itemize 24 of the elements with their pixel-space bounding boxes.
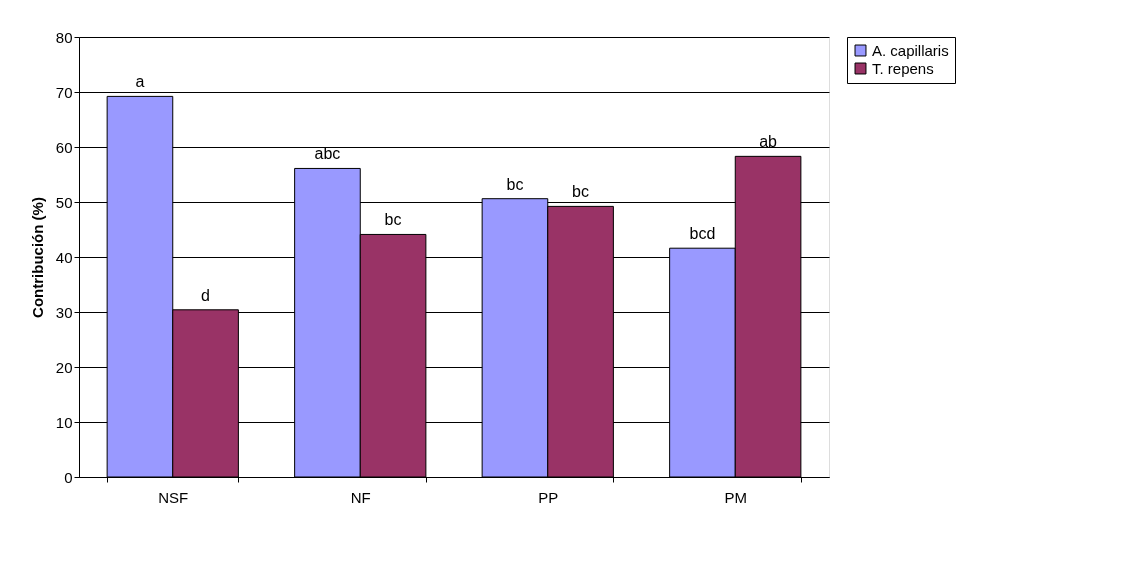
annotation: bcd bbox=[689, 225, 716, 243]
y-tick-label: 60 bbox=[55, 138, 73, 156]
y-tick-label: 70 bbox=[55, 83, 73, 101]
annotation: bc bbox=[506, 175, 524, 193]
y-tick-label: 30 bbox=[55, 303, 73, 321]
annotation: abc bbox=[314, 145, 341, 163]
y-axis-title: Contribución (%) bbox=[28, 197, 46, 318]
annotation: bc bbox=[572, 183, 590, 201]
y-tick-label: 50 bbox=[55, 193, 73, 211]
legend-label: A. capillaris bbox=[872, 41, 949, 59]
y-tick-label: 10 bbox=[55, 413, 73, 431]
annotation: bc bbox=[384, 211, 402, 229]
y-tick-label: 20 bbox=[55, 358, 73, 376]
x-tick-label: NF bbox=[350, 488, 371, 506]
annotation: a bbox=[135, 73, 145, 91]
y-tick-label: 40 bbox=[55, 248, 73, 266]
annotation: d bbox=[201, 286, 211, 304]
x-tick-label: NSF bbox=[158, 488, 189, 506]
annotation: ab bbox=[759, 133, 778, 151]
y-tick-label: 80 bbox=[55, 28, 73, 46]
y-tick-label: 0 bbox=[64, 468, 73, 486]
legend-label: T. repens bbox=[872, 59, 934, 77]
x-tick-label: PP bbox=[538, 488, 559, 506]
x-tick-label: PM bbox=[724, 488, 747, 506]
